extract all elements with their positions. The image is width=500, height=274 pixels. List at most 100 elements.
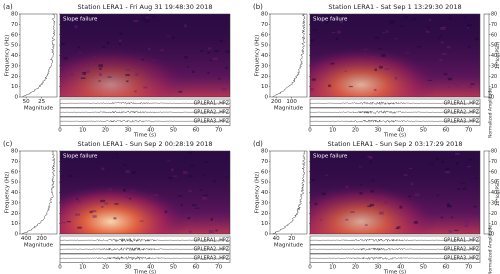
spectrogram-texture [348, 85, 353, 88]
spectrogram-texture [123, 188, 126, 192]
colorbar-tick-label: 30 [491, 200, 497, 206]
spectrogram-texture [467, 45, 471, 48]
spectrogram-texture [413, 221, 418, 224]
magnitude-frame [269, 13, 308, 98]
spectrogram-texture [125, 170, 130, 173]
trace-name: GP.LERA1..HPZ [194, 101, 230, 107]
x-tick-label: 70 [215, 265, 222, 271]
spectrogram-texture [225, 66, 228, 70]
x-tick-label: 60 [443, 128, 450, 134]
x-tick-label: 30 [375, 265, 382, 271]
spectrogram-texture [436, 194, 439, 197]
y-tick-label: 80 [261, 149, 268, 155]
x-tick-label: 10 [329, 265, 336, 271]
spectrogram-texture [74, 213, 80, 216]
spectrogram-texture [359, 192, 363, 195]
panel-label: (a) [3, 3, 13, 11]
trace-waveform [59, 101, 231, 105]
spectrogram-texture [114, 203, 119, 205]
x-tick-label: 50 [420, 128, 427, 134]
spectrogram-texture [132, 171, 136, 175]
x-tick-label: 60 [193, 128, 200, 134]
spectrogram-texture [359, 183, 363, 186]
spectrogram-texture [464, 224, 469, 227]
colorbar-tick-label: 80 [491, 149, 497, 155]
spectrogram-texture [80, 77, 86, 79]
spectrogram-texture [184, 56, 188, 59]
y-tick-label: 70 [261, 22, 268, 28]
spectrogram-texture [193, 220, 199, 222]
y-tick-label: 60 [11, 169, 18, 175]
spectrogram-texture [345, 185, 349, 189]
x-tick-label: 30 [125, 265, 132, 271]
spectrogram-texture [414, 193, 420, 197]
spectrogram-texture [180, 204, 183, 207]
spectrogram-texture [319, 219, 323, 221]
spectrogram-texture [91, 210, 97, 213]
spectrogram-texture [367, 155, 371, 158]
spectrogram-texture [172, 175, 177, 177]
panel-title: Station LERA1 - Sat Sep 1 13:29:30 2018 [328, 3, 461, 11]
colorbar-tick-label: 0 [491, 232, 494, 238]
spectrogram-texture [460, 182, 466, 184]
spectrogram-texture [225, 50, 231, 53]
y-tick-label: 10 [11, 84, 18, 90]
spectrogram-texture [93, 56, 97, 58]
colorbar [483, 13, 490, 98]
spectrogram-texture [130, 190, 136, 192]
spectrogram-texture [184, 24, 187, 28]
panel: (c) Station LERA1 - Sun Sep 2 00:28:19 20… [3, 140, 231, 274]
y-tick-label: 60 [261, 169, 268, 175]
spectrogram-texture [88, 154, 94, 156]
x-axis-label: Time (s) [133, 270, 156, 274]
trace-waveform [309, 247, 481, 251]
magnitude-label: Magnitude [274, 106, 304, 112]
spectrogram-texture [318, 14, 321, 16]
y-tick-label: 40 [261, 53, 268, 59]
y-tick-label: 20 [11, 74, 18, 80]
panel-title: Station LERA1 - Sun Sep 2 00:28:19 2018 [78, 140, 213, 148]
spectrogram-texture [466, 27, 470, 29]
spectrogram-texture [139, 220, 144, 222]
spectrogram-texture [440, 26, 446, 30]
spectrogram-texture [408, 167, 413, 170]
x-tick-label: 50 [420, 265, 427, 271]
colorbar-tick-label: 20 [491, 211, 497, 217]
spectrogram-texture [124, 195, 129, 199]
spectrogram-texture [467, 159, 473, 161]
spectrogram-texture [375, 199, 379, 201]
colorbar-label: Normalized Amplitude [488, 88, 494, 138]
spectrogram-texture [101, 46, 106, 48]
spectrogram-texture [168, 176, 173, 179]
spectrogram-texture [63, 56, 68, 60]
x-tick-label: 50 [170, 265, 177, 271]
trace-name: GP.LERA1..HPZ [444, 238, 480, 244]
magnitude-tick-label: 400 [21, 236, 32, 242]
spectrogram-texture [212, 57, 218, 60]
y-tick-label: 70 [11, 159, 18, 165]
spectrogram-texture [475, 177, 479, 179]
spectrogram-texture [143, 86, 148, 89]
spectrogram-texture [310, 39, 315, 41]
spectrogram-texture [394, 38, 398, 40]
spectrogram-texture [166, 35, 170, 37]
spectrogram-texture [73, 153, 79, 155]
spectrogram-texture [66, 220, 71, 223]
colorbar-tick-label: 10 [491, 221, 497, 227]
colorbar-tick-label: 0 [491, 95, 494, 101]
colorbar-label: Normalized Amplitude [488, 225, 494, 274]
spectrogram-texture [118, 42, 121, 45]
x-tick-label: 20 [102, 265, 109, 271]
x-tick-label: 50 [170, 128, 177, 134]
y-tick-label: 20 [261, 74, 268, 80]
spectrogram-texture [164, 210, 168, 214]
spectrogram-texture [60, 156, 64, 159]
colorbar-tick-label: 70 [491, 159, 497, 165]
colorbar-tick-label: 50 [491, 180, 497, 186]
spectrogram-texture [188, 175, 194, 178]
spectrogram-texture [441, 160, 445, 164]
spectrogram-texture [462, 187, 467, 190]
spectrogram-texture [447, 215, 450, 218]
spectrogram-texture [98, 64, 104, 68]
spectrogram-texture [202, 196, 207, 200]
